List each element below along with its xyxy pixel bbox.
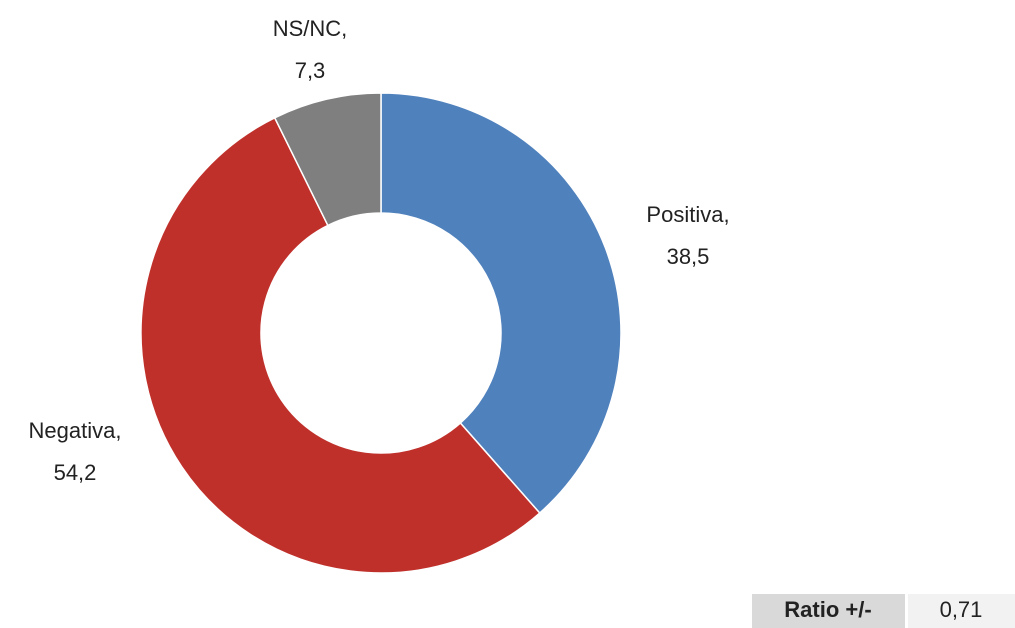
ratio-label-cell [752, 594, 905, 628]
slice-category-label: Negativa, [29, 418, 122, 443]
donut-slice [140, 116, 541, 574]
ratio-label: Ratio +/- [784, 597, 871, 622]
slice-value-label: 38,5 [667, 244, 710, 269]
slice-category-label: Positiva, [646, 202, 729, 227]
donut-slice [273, 92, 382, 227]
slice-value-label: 7,3 [295, 58, 326, 83]
slice-value-label: 54,2 [54, 460, 97, 485]
donut-slice [380, 92, 622, 515]
ratio-value-cell [908, 594, 1015, 628]
ratio-value: 0,71 [940, 597, 983, 622]
slice-category-label: NS/NC, [273, 16, 348, 41]
